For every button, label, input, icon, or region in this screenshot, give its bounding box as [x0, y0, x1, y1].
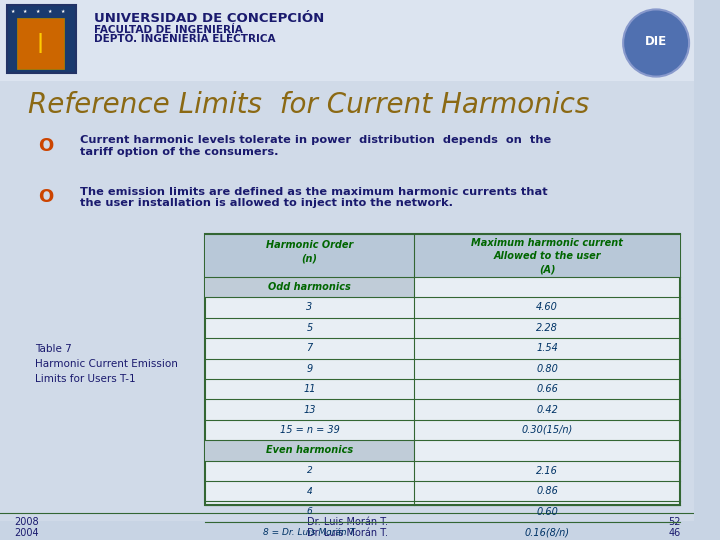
FancyBboxPatch shape — [17, 18, 64, 69]
FancyBboxPatch shape — [204, 234, 680, 505]
FancyBboxPatch shape — [204, 234, 680, 277]
Text: Dr. Luis Morán T.: Dr. Luis Morán T. — [307, 517, 387, 527]
Text: ★: ★ — [48, 9, 52, 15]
Text: 8 = Dr. Luis Morán T.: 8 = Dr. Luis Morán T. — [263, 528, 356, 537]
Text: 0.60: 0.60 — [536, 507, 558, 517]
Text: 4: 4 — [307, 487, 312, 496]
Text: 2008: 2008 — [14, 517, 38, 527]
Text: |: | — [37, 33, 44, 53]
Text: Odd harmonics: Odd harmonics — [268, 282, 351, 292]
Text: DIE: DIE — [645, 36, 667, 49]
FancyBboxPatch shape — [204, 440, 414, 461]
Text: Table 7
Harmonic Current Emission
Limits for Users T-1: Table 7 Harmonic Current Emission Limits… — [35, 344, 178, 383]
Text: The emission limits are defined as the maximum harmonic currents that
the user i: The emission limits are defined as the m… — [80, 186, 547, 208]
Text: 1.54: 1.54 — [536, 343, 558, 353]
Text: UNIVERSIDAD DE CONCEPCIÓN: UNIVERSIDAD DE CONCEPCIÓN — [94, 12, 324, 25]
Text: 11: 11 — [303, 384, 315, 394]
Text: Dr. Luis Morán T.: Dr. Luis Morán T. — [307, 528, 387, 538]
Text: 13: 13 — [303, 404, 315, 415]
Text: 2.28: 2.28 — [536, 323, 558, 333]
Text: FACULTAD DE INGENIERÍA: FACULTAD DE INGENIERÍA — [94, 24, 243, 35]
Text: 0.66: 0.66 — [536, 384, 558, 394]
FancyBboxPatch shape — [204, 277, 414, 297]
Text: O: O — [38, 137, 53, 155]
Text: 5: 5 — [306, 323, 312, 333]
Text: ★: ★ — [10, 9, 14, 15]
FancyBboxPatch shape — [0, 80, 694, 521]
Text: 0.80: 0.80 — [536, 364, 558, 374]
Text: Even harmonics: Even harmonics — [266, 446, 353, 455]
Text: 2004: 2004 — [14, 528, 38, 538]
Ellipse shape — [623, 9, 689, 77]
Text: 6: 6 — [307, 507, 312, 516]
Text: 2: 2 — [307, 467, 312, 475]
Text: 9: 9 — [306, 364, 312, 374]
Text: ★: ★ — [35, 9, 40, 15]
Text: 3: 3 — [306, 302, 312, 313]
FancyBboxPatch shape — [0, 0, 694, 80]
Text: ★: ★ — [60, 9, 65, 15]
Text: Reference Limits  for Current Harmonics: Reference Limits for Current Harmonics — [28, 91, 589, 119]
Text: 52: 52 — [668, 517, 680, 527]
Text: O: O — [38, 188, 53, 206]
Text: 7: 7 — [306, 343, 312, 353]
Text: 2.16: 2.16 — [536, 466, 558, 476]
Text: Harmonic Order
(n): Harmonic Order (n) — [266, 240, 353, 264]
Text: 4.60: 4.60 — [536, 302, 558, 313]
Text: DEPTO. INGENIERÍA ELÉCTRICA: DEPTO. INGENIERÍA ELÉCTRICA — [94, 34, 275, 44]
Text: 0.16(8/n): 0.16(8/n) — [525, 527, 570, 537]
Text: 0.30(15/n): 0.30(15/n) — [521, 425, 573, 435]
Text: 0.86: 0.86 — [536, 486, 558, 496]
Text: 0.42: 0.42 — [536, 404, 558, 415]
Text: Maximum harmonic current
Allowed to the user
(A): Maximum harmonic current Allowed to the … — [472, 238, 624, 274]
Text: ★: ★ — [23, 9, 27, 15]
FancyBboxPatch shape — [7, 5, 76, 72]
Text: Current harmonic levels tolerate in power  distribution  depends  on  the
tariff: Current harmonic levels tolerate in powe… — [80, 136, 551, 157]
Text: 46: 46 — [668, 528, 680, 538]
Text: 15 = n = 39: 15 = n = 39 — [279, 425, 339, 435]
